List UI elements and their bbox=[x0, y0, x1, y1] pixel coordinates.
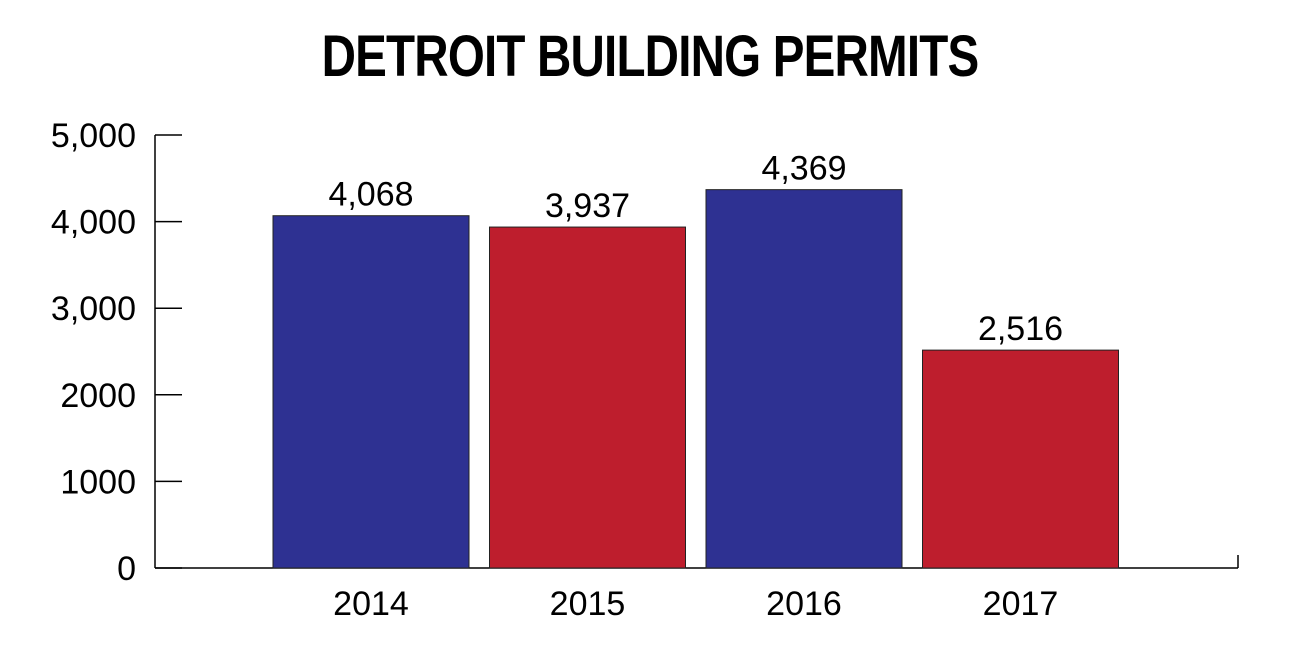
bar-2017 bbox=[922, 349, 1119, 569]
x-axis-categories: 2014 2015 2016 2017 bbox=[333, 585, 1058, 623]
chart-title: DETROIT BUILDING PERMITS bbox=[321, 24, 980, 89]
bar-2015 bbox=[489, 226, 686, 569]
y-tick-label: 2000 bbox=[60, 377, 136, 415]
bar-labels: 4,068 3,937 4,369 2,516 bbox=[328, 150, 1063, 348]
x-category-label: 2016 bbox=[766, 585, 842, 623]
bar-value-label: 4,068 bbox=[328, 176, 413, 214]
y-tick-label: 4,000 bbox=[51, 204, 136, 242]
bar-value-label: 3,937 bbox=[545, 187, 630, 225]
y-tick-label: 1000 bbox=[60, 463, 136, 501]
bar-value-label: 4,369 bbox=[761, 150, 846, 188]
bar-2016 bbox=[705, 189, 903, 569]
y-tick-label: 0 bbox=[117, 550, 136, 588]
x-category-label: 2014 bbox=[333, 585, 409, 623]
y-axis-ticks: 0 1000 2000 3,000 4,000 5,000 bbox=[51, 117, 182, 588]
bar-2014 bbox=[272, 215, 470, 569]
y-tick-label: 5,000 bbox=[51, 117, 136, 155]
y-tick-label: 3,000 bbox=[51, 290, 136, 328]
bars bbox=[272, 189, 1119, 569]
bar-value-label: 2,516 bbox=[978, 310, 1063, 348]
x-category-label: 2017 bbox=[983, 585, 1059, 623]
x-category-label: 2015 bbox=[550, 585, 626, 623]
